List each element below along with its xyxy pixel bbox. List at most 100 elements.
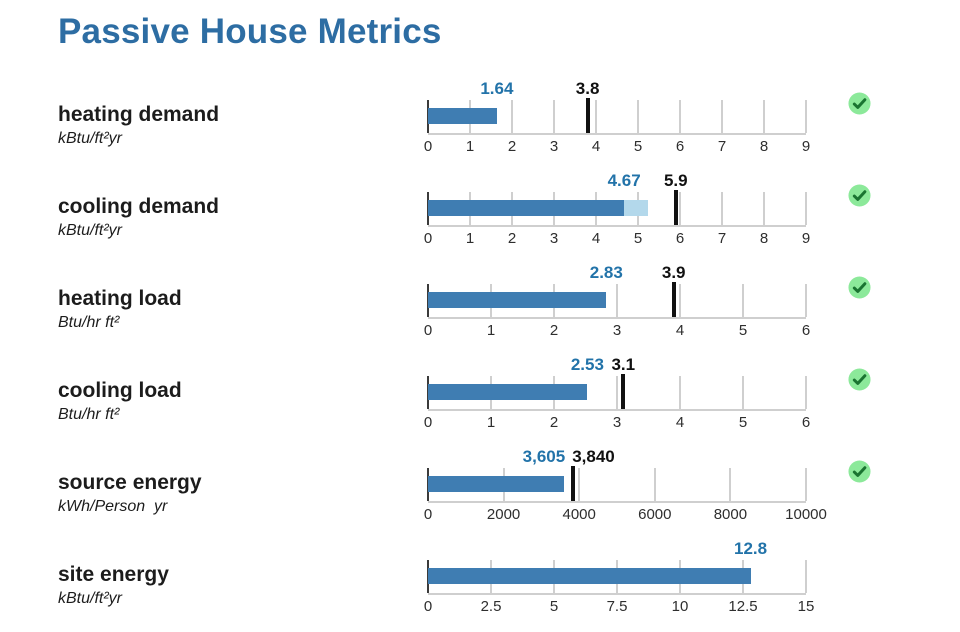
metric-chart: 12.8 0 2.5 5 7.5 10 12.5 15 [424,534,815,615]
gridline [763,192,765,225]
chart-labels-zone: 12.8 [428,534,806,560]
tick-label: 3 [549,230,559,247]
metric-label-block: cooling load Btu/hr ft² [58,350,428,425]
chart-labels-zone: 4.67 5.9 [428,166,806,192]
limit-label: 3,840 [572,447,615,466]
gridline [511,100,513,133]
chart-labels-zone: 1.64 3.8 [428,74,806,100]
limit-label: 5.9 [663,171,688,190]
gridline [616,376,618,409]
plot-area [427,560,807,595]
tick-label: 6 [675,138,685,155]
pass-check-icon [848,276,871,299]
tick-label: 4000 [562,506,596,523]
tick-label: 5 [549,598,559,615]
gridline [679,100,681,133]
value-bar [428,292,607,308]
tick-label: 8000 [713,506,748,523]
tick-label: 1 [465,138,475,155]
metric-name: heating demand [58,103,220,126]
gridline [805,376,807,409]
tick-label: 9 [801,138,811,155]
gridline [721,192,723,225]
tick-label: 2.5 [480,598,502,615]
tick-label: 5 [738,322,748,339]
tick-label: 8 [759,230,769,247]
tick-label: 4 [591,138,601,155]
axis-tick-labels: 0 1 2 3 4 5 6 [424,411,810,431]
limit-label: 3.1 [611,355,636,374]
plot-area [427,282,807,319]
tick-label: 7 [717,230,727,247]
tick-label: 6 [801,322,811,339]
metric-chart: 1.64 3.8 0 1 2 3 4 5 6 7 8 9 [424,74,810,155]
tick-label: 7 [717,138,727,155]
tick-label: 0 [423,322,433,339]
tick-label: 8 [759,138,769,155]
gridline [653,468,656,501]
limit-line [671,282,676,317]
tick-label: 4 [675,414,685,431]
limit-line [571,466,576,501]
tick-label: 2 [549,322,559,339]
value-bar [428,384,588,400]
tick-label: 2 [549,414,559,431]
gridline [679,192,681,225]
axis-tick-labels: 0 1 2 3 4 5 6 7 8 9 [424,135,810,155]
gridline [729,468,732,501]
tick-label: 1 [486,322,496,339]
gridline [805,100,807,133]
metric-chart: 2.83 3.9 0 1 2 3 4 5 6 [424,258,810,339]
metric-row: source energy kWh/Person yr 3,605 3,840 … [58,442,960,534]
metric-name: cooling load [58,379,182,402]
limit-line [673,190,678,225]
tick-label: 5 [738,414,748,431]
check-slot [806,166,871,207]
metric-label-block: source energy kWh/Person yr [58,442,428,517]
gridline [578,468,581,501]
axis-tick-labels: 0 2000 4000 6000 8000 10000 [424,503,827,523]
chart-labels-zone: 2.53 3.1 [428,350,806,376]
chart-labels-zone: 2.83 3.9 [428,258,806,284]
gridline [679,284,681,317]
check-slot [806,350,871,391]
gridline [805,192,807,225]
tick-label: 3 [612,322,622,339]
tick-label: 9 [801,230,811,247]
gridline [595,100,597,133]
metric-label-block: heating load Btu/hr ft² [58,258,428,333]
metric-unit: kBtu/ft²yr [58,130,123,147]
tick-label: 7.5 [606,598,628,615]
gridline [637,100,639,133]
chart-labels-zone: 3,605 3,840 [428,442,806,468]
plot-area [427,374,807,411]
value-bar [428,476,565,492]
axis-tick-labels: 0 1 2 3 4 5 6 7 8 9 [424,227,810,247]
metric-unit: kBtu/ft²yr [58,590,123,607]
gridline [805,284,807,317]
metric-chart: 2.53 3.1 0 1 2 3 4 5 6 [424,350,810,431]
value-label: 3,605 [522,447,566,466]
metric-chart: 4.67 5.9 0 1 2 3 4 5 6 7 8 9 [424,166,810,247]
metric-label-block: heating demand kBtu/ft²yr [58,74,428,149]
tick-label: 0 [423,230,433,247]
gridline [805,468,807,501]
plot-area [427,98,807,135]
metric-unit: kWh/Person yr [58,498,168,515]
pass-check-icon [848,184,871,207]
metric-chart: 3,605 3,840 0 2000 4000 6000 8000 10000 [424,442,827,523]
gridline [616,284,618,317]
value-bar [428,108,497,124]
gridline [679,376,681,409]
plot-area [427,466,807,503]
tick-label: 6 [675,230,685,247]
pass-check-icon [848,368,871,391]
metric-name: cooling demand [58,195,220,218]
value-bar [428,200,625,216]
axis-tick-labels: 0 1 2 3 4 5 6 [424,319,810,339]
tick-label: 1 [486,414,496,431]
tick-label: 0 [423,138,433,155]
metric-row: cooling load Btu/hr ft² 2.53 3.1 0 1 2 3 4 5 6 [58,350,960,442]
gridline [742,284,744,317]
